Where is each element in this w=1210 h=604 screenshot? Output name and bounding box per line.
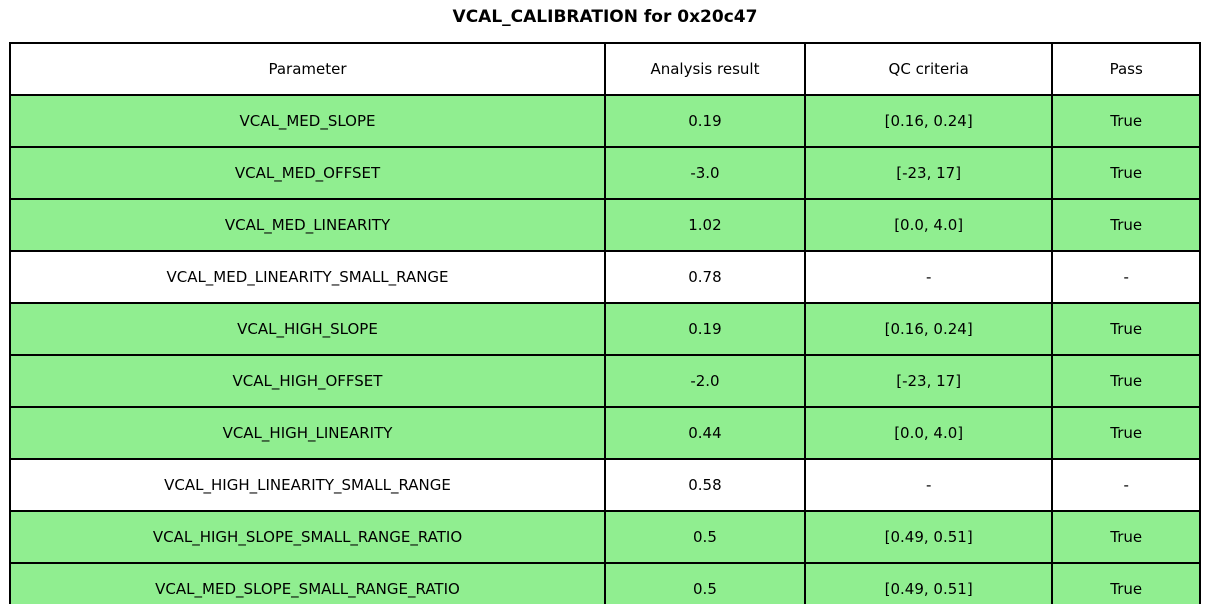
cell-pass: True [1051,94,1201,148]
cell-pass: True [1051,562,1201,604]
cell-criteria: - [803,458,1054,512]
cell-result: 0.19 [604,94,806,148]
cell-parameter: VCAL_HIGH_SLOPE [9,302,606,356]
column-header-pass: Pass [1051,42,1201,96]
cell-result: 0.5 [604,562,806,604]
cell-result: 0.58 [604,458,806,512]
page-title: VCAL_CALIBRATION for 0x20c47 [452,7,758,27]
cell-pass: - [1051,458,1201,512]
table-row: VCAL_HIGH_LINEARITY 0.44 [0.0, 4.0] True [9,406,1201,460]
cell-criteria: [0.49, 0.51] [803,510,1054,564]
cell-pass: True [1051,510,1201,564]
cell-parameter: VCAL_MED_LINEARITY [9,198,606,252]
table-row: VCAL_HIGH_LINEARITY_SMALL_RANGE 0.58- - [9,458,1201,512]
cell-parameter: VCAL_MED_OFFSET [9,146,606,200]
cell-criteria: [-23, 17] [803,354,1054,408]
cell-criteria: [-23, 17] [803,146,1054,200]
cell-parameter: VCAL_HIGH_LINEARITY_SMALL_RANGE [9,458,606,512]
cell-result: 0.5 [604,510,806,564]
cell-pass: True [1051,406,1201,460]
cell-criteria: [0.16, 0.24] [803,302,1054,356]
cell-criteria: [0.49, 0.51] [803,562,1054,604]
column-header-parameter: Parameter [9,42,606,96]
cell-result: 1.02 [604,198,806,252]
cell-criteria: [0.16, 0.24] [803,94,1054,148]
cell-parameter: VCAL_MED_SLOPE [9,94,606,148]
cell-pass: True [1051,354,1201,408]
table-row: VCAL_HIGH_SLOPE 0.19 [0.16, 0.24] True [9,302,1201,356]
table-row: VCAL_MED_SLOPE 0.19 [0.16, 0.24] True [9,94,1201,148]
table-body: VCAL_MED_SLOPE 0.19 [0.16, 0.24] True VCAL_M… [9,94,1201,604]
cell-pass: True [1051,146,1201,200]
qc-results-table: Parameter Analysis result QC criteria Pa… [9,42,1201,604]
cell-result: 0.44 [604,406,806,460]
table-row: VCAL_MED_LINEARITY_SMALL_RANGE 0.78- - [9,250,1201,304]
cell-parameter: VCAL_HIGH_LINEARITY [9,406,606,460]
header-row: Parameter Analysis result QC criteria Pa… [9,42,1201,96]
cell-parameter: VCAL_MED_SLOPE_SMALL_RANGE_RATIO [9,562,606,604]
table-row: VCAL_HIGH_OFFSET -2.0 [-23, 17] True [9,354,1201,408]
cell-criteria: [0.0, 4.0] [803,198,1054,252]
cell-result: -3.0 [604,146,806,200]
cell-result: 0.19 [604,302,806,356]
table-row: VCAL_MED_SLOPE_SMALL_RANGE_RATIO 0.5 [0.49… [9,562,1201,604]
cell-criteria: [0.0, 4.0] [803,406,1054,460]
table-row: VCAL_HIGH_SLOPE_SMALL_RANGE_RATIO 0.5 [0.4… [9,510,1201,564]
column-header-qc-criteria: QC criteria [803,42,1054,96]
cell-pass: True [1051,198,1201,252]
cell-result: 0.78 [604,250,806,304]
cell-parameter: VCAL_HIGH_OFFSET [9,354,606,408]
cell-parameter: VCAL_MED_LINEARITY_SMALL_RANGE [9,250,606,304]
cell-criteria: - [803,250,1054,304]
table-row: VCAL_MED_LINEARITY 1.02 [0.0, 4.0] True [9,198,1201,252]
cell-pass: True [1051,302,1201,356]
table-row: VCAL_MED_OFFSET -3.0 [-23, 17] True [9,146,1201,200]
cell-parameter: VCAL_HIGH_SLOPE_SMALL_RANGE_RATIO [9,510,606,564]
cell-pass: - [1051,250,1201,304]
cell-result: -2.0 [604,354,806,408]
column-header-analysis-result: Analysis result [604,42,806,96]
